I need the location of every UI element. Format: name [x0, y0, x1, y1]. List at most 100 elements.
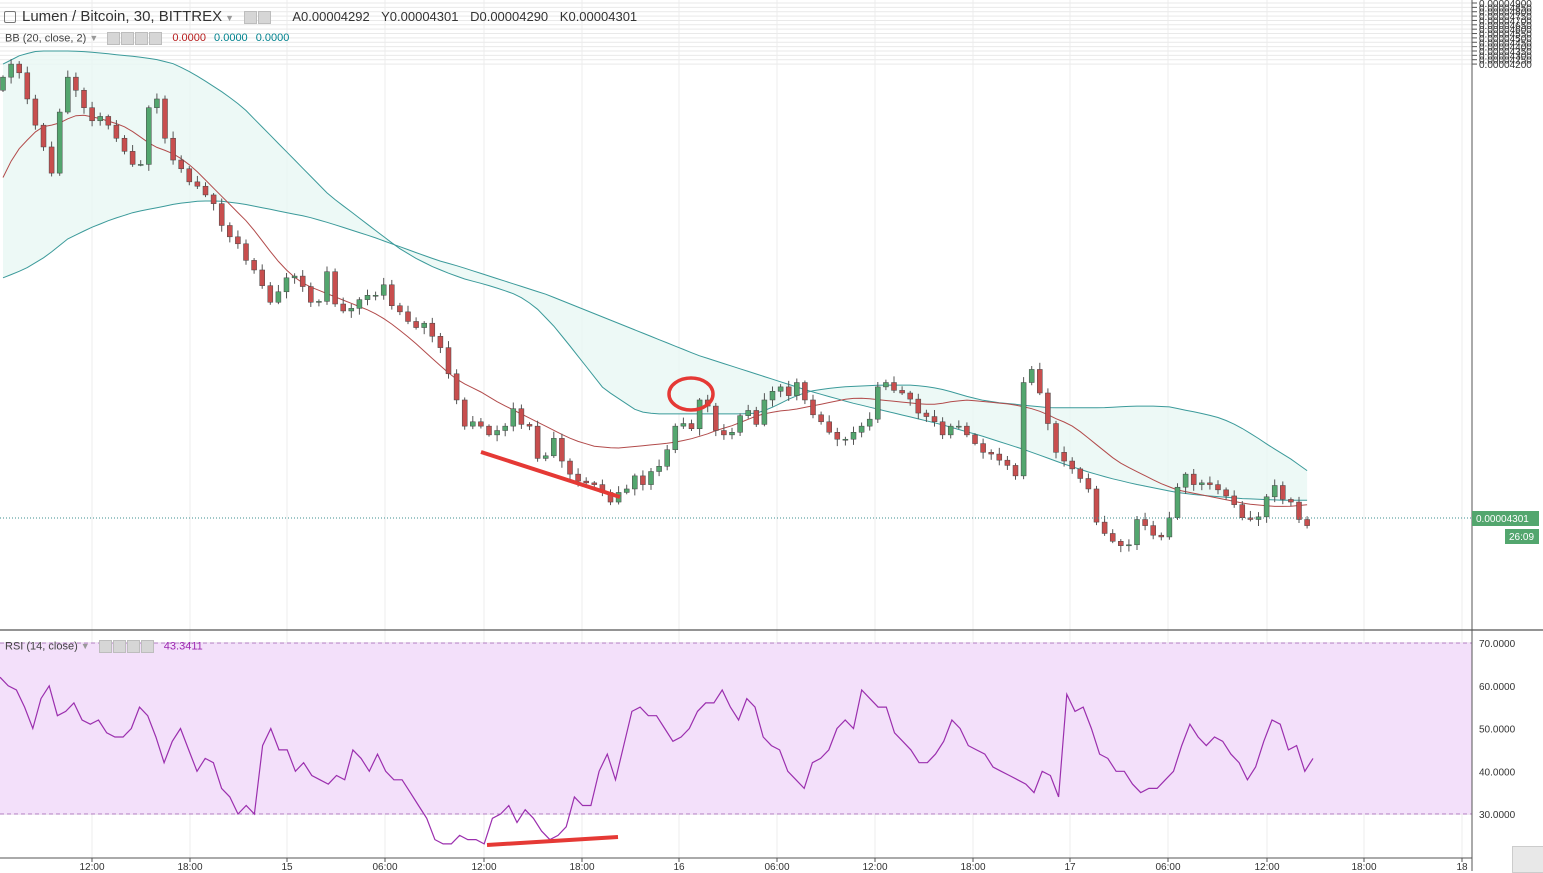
corner-toggle-button[interactable]	[1512, 846, 1543, 873]
ohlc-d-value: 0.00004290	[479, 9, 549, 24]
candle-body	[267, 285, 274, 303]
close-icon[interactable]	[149, 32, 163, 45]
bb-upper-line	[2, 50, 1308, 472]
annotation-support-line[interactable]	[480, 450, 621, 499]
bb-band-fill	[3, 51, 1308, 501]
price-tick-label: 0.00004250	[1479, 56, 1532, 67]
rsi-tick-label: 40.0000	[1479, 767, 1516, 778]
rsi-legend: RSI (14, close) ▼ 43.3411	[5, 640, 203, 653]
ohlc-k-value: 0.00004301	[568, 9, 638, 24]
candle-body	[32, 98, 39, 126]
candle-body	[413, 321, 419, 328]
price-tick-label: 0.00004750	[1479, 12, 1532, 23]
candle-body	[380, 284, 387, 296]
candle-body	[1109, 533, 1116, 542]
candle-body	[542, 455, 549, 459]
bb-legend-buttons[interactable]	[107, 32, 163, 45]
candle-body	[405, 311, 411, 322]
candle-body	[1077, 468, 1084, 479]
candle-body	[915, 398, 922, 414]
settings-icon[interactable]	[244, 11, 258, 25]
time-tick-label: 18:00	[960, 862, 985, 871]
candle-body	[1150, 525, 1156, 536]
time-tick-label: 12:00	[79, 862, 104, 871]
candle-body	[939, 421, 946, 436]
candle-body	[1028, 369, 1035, 383]
time-axis[interactable]: 12:00 18:00 15 06:00 12:00 18:00 16 06:00 12:00 1…	[79, 858, 1468, 871]
candle-body	[1134, 519, 1140, 546]
time-tick-label: 06:00	[1155, 862, 1180, 871]
candle-body	[1207, 482, 1213, 485]
annotation-circle[interactable]	[667, 376, 715, 412]
candle-body	[437, 336, 444, 348]
eye-icon[interactable]	[107, 32, 121, 45]
symbol-menu-icon[interactable]	[4, 11, 16, 24]
rsi-tick-label: 60.0000	[1479, 682, 1516, 693]
candle-body	[389, 284, 395, 306]
bb-basis-line	[2, 114, 1308, 507]
ohlc-y-value: 0.00004301	[389, 9, 459, 24]
candle-body	[664, 449, 670, 467]
candle-body	[623, 488, 630, 493]
candle-body	[243, 243, 249, 261]
candle-body	[1271, 485, 1278, 498]
rsi-axis[interactable]: 70.0000 60.0000 50.0000 40.0000 30.0000	[1479, 639, 1516, 821]
bb-legend: BB (20, close, 2) ▼ 0.0000 0.0000 0.0000	[5, 32, 297, 45]
candle-body	[883, 382, 889, 388]
settings-icon[interactable]	[112, 640, 126, 653]
candle-body	[89, 107, 95, 122]
chevron-down-icon[interactable]: ▼	[89, 33, 99, 44]
candle-body	[745, 410, 751, 416]
candle-body	[1166, 517, 1173, 538]
plus-icon[interactable]	[126, 640, 140, 653]
eye-icon[interactable]	[98, 640, 112, 653]
price-tick-label: 0.00004600	[1479, 25, 1532, 36]
chevron-down-icon[interactable]: ▼	[225, 13, 235, 23]
candle-body	[810, 399, 816, 416]
annotation-rsi-line[interactable]	[486, 835, 619, 847]
price-pane[interactable]	[0, 0, 1472, 630]
header-buttons[interactable]	[244, 9, 272, 26]
rsi-legend-label[interactable]: RSI (14, close)	[5, 640, 78, 653]
candle-body	[656, 466, 662, 472]
candle-body	[218, 203, 225, 226]
rsi-legend-buttons[interactable]	[98, 640, 155, 653]
plus-icon[interactable]	[135, 32, 149, 45]
candle-body	[794, 382, 800, 396]
candle-body	[56, 111, 63, 174]
candle-body	[210, 194, 217, 204]
candle-body	[964, 425, 970, 436]
candle-body	[316, 301, 322, 303]
candle-body	[988, 452, 994, 455]
bb-legend-label[interactable]: BB (20, close, 2)	[5, 32, 87, 45]
candle-body	[121, 137, 128, 152]
chevron-down-icon[interactable]: ▼	[80, 641, 90, 652]
candle-body	[858, 425, 865, 433]
candle-body	[1085, 478, 1092, 490]
price-tick-label: 0.00004550	[1479, 30, 1532, 41]
eye-icon[interactable]	[258, 11, 272, 25]
rsi-tick-label: 30.0000	[1479, 810, 1516, 821]
candle-body	[1247, 517, 1254, 520]
candle-body	[299, 275, 306, 287]
settings-icon[interactable]	[121, 32, 135, 45]
last-price-label: 0.00004301	[1476, 514, 1529, 525]
ohlc-values: A0.00004292 Y0.00004301 D0.00004290 K0.0…	[292, 9, 645, 24]
candle-body	[97, 116, 103, 122]
candle-body	[931, 416, 938, 423]
candle-body	[1280, 485, 1286, 500]
candle-body	[551, 438, 557, 457]
close-icon[interactable]	[140, 640, 154, 653]
time-tick-label: 18:00	[1351, 862, 1376, 871]
candle-body	[866, 418, 873, 427]
price-tick-label: 0.00004800	[1479, 8, 1532, 19]
candle-body	[470, 421, 476, 427]
candle-body	[146, 107, 152, 165]
symbol-title[interactable]: Lumen / Bitcoin, 30, BITTREX	[22, 8, 223, 25]
candle-body	[761, 399, 768, 425]
candle-body	[850, 432, 857, 440]
candle-body	[559, 438, 565, 462]
candle-body	[1126, 544, 1132, 547]
price-axis[interactable]: 0.000049000.000048500.000048000.00004750…	[1472, 0, 1532, 71]
